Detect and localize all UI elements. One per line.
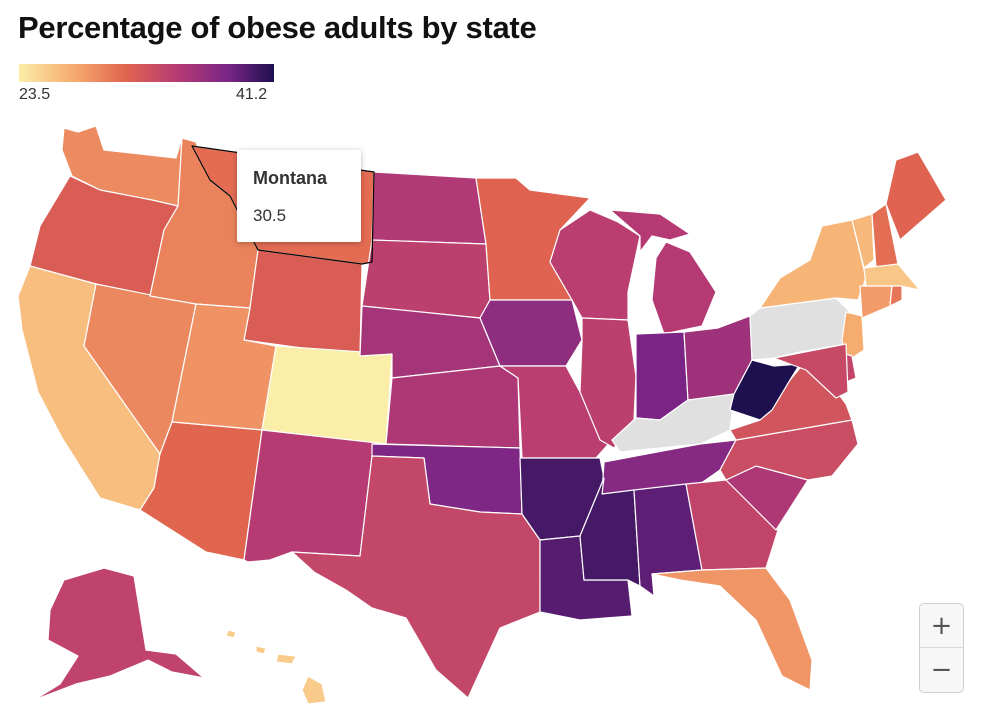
state-tx[interactable] (291, 455, 541, 699)
state-ct[interactable] (859, 285, 893, 319)
map-title: Percentage of obese adults by state (18, 10, 537, 45)
state-ak[interactable] (33, 567, 205, 701)
state-ri[interactable] (889, 285, 903, 307)
zoom-in-button[interactable]: + (920, 604, 963, 648)
state-wi[interactable] (549, 209, 641, 321)
state-hi[interactable] (225, 629, 327, 705)
state-ks[interactable] (385, 365, 521, 449)
state-ga[interactable] (685, 479, 779, 571)
state-sd[interactable] (361, 239, 491, 319)
color-scale-legend (19, 64, 274, 82)
state-mi[interactable] (609, 209, 717, 335)
state-vt[interactable] (851, 213, 875, 269)
state-nd[interactable] (371, 171, 487, 245)
state-me[interactable] (885, 151, 947, 241)
state-mo[interactable] (499, 365, 613, 459)
state-wv[interactable] (729, 359, 801, 421)
state-nj[interactable] (841, 311, 865, 363)
state-co[interactable] (261, 345, 393, 445)
state-tooltip: Montana 30.5 (237, 150, 361, 242)
legend-min-label: 23.5 (19, 86, 51, 103)
tooltip-value: 30.5 (253, 206, 287, 225)
zoom-out-button[interactable]: − (930, 654, 953, 685)
state-ia[interactable] (479, 299, 583, 367)
state-fl[interactable] (651, 567, 813, 691)
state-il[interactable] (579, 317, 637, 449)
zoom-controls: + − (919, 603, 964, 693)
legend-max-label: 41.2 (236, 86, 268, 103)
state-md[interactable] (773, 343, 849, 399)
highlight-outline (191, 145, 375, 265)
tooltip-state-name: Montana (253, 168, 327, 188)
state-ma[interactable] (863, 263, 921, 291)
state-ny[interactable] (759, 219, 867, 309)
state-wy[interactable] (243, 249, 363, 357)
